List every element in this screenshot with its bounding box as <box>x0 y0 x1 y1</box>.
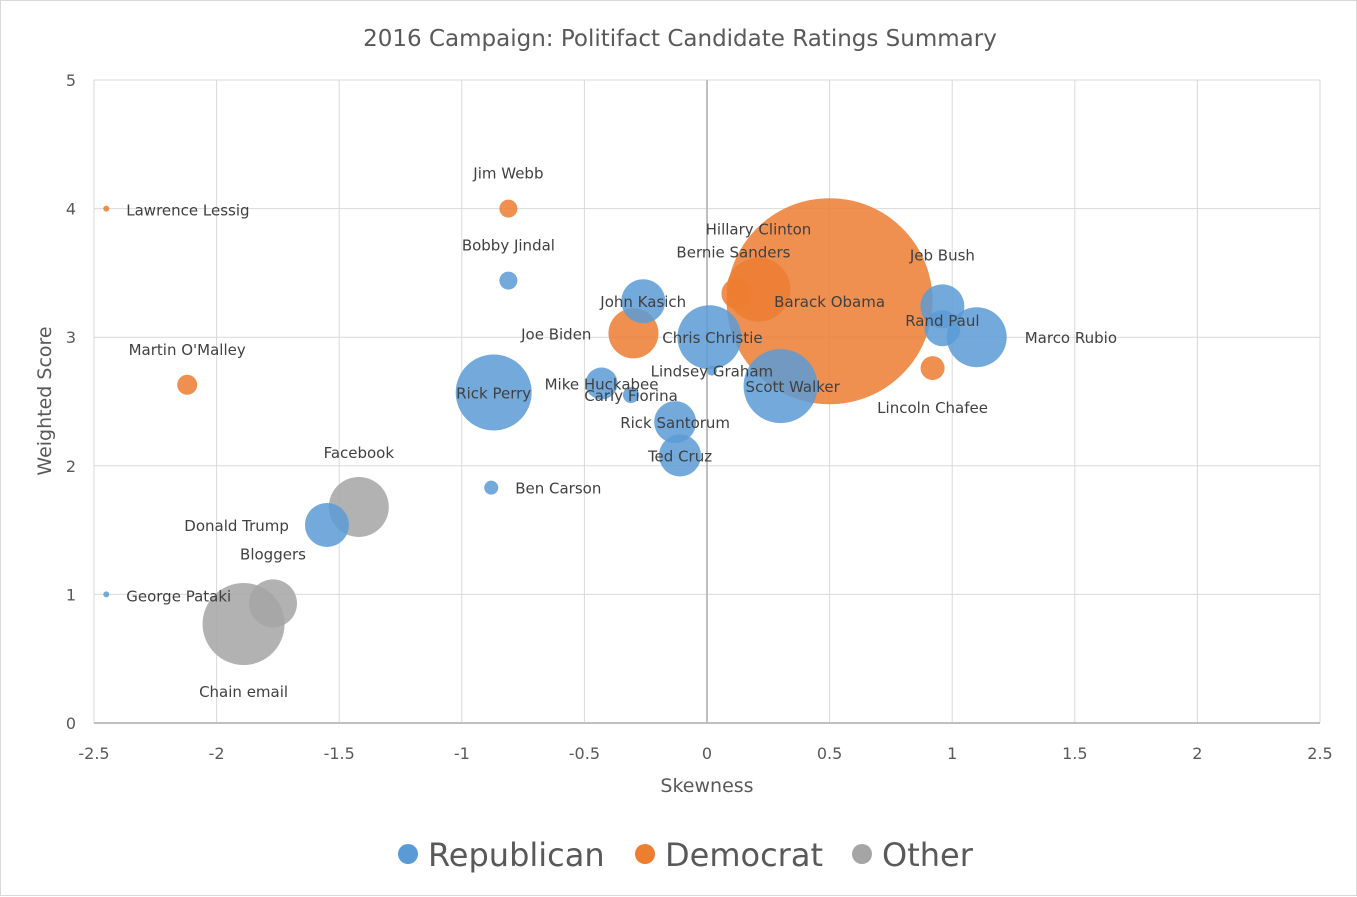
legend-marker <box>635 844 655 864</box>
bubble-point <box>659 434 702 477</box>
y-tick-label: 4 <box>66 200 76 219</box>
x-tick-label: 0.5 <box>817 744 842 763</box>
bubble-point <box>721 278 752 309</box>
point-label: Scott Walker <box>746 378 841 396</box>
point-label: Lincoln Chafee <box>877 399 988 417</box>
point-label: George Pataki <box>126 587 231 605</box>
point-label: Rick Perry <box>456 384 531 402</box>
bubble-point <box>677 305 742 370</box>
bubble-point <box>248 579 297 628</box>
x-tick-label: 1 <box>947 744 957 763</box>
bubble-point <box>585 367 618 400</box>
point-label: Bobby Jindal <box>462 237 555 255</box>
bubbles <box>103 198 1007 665</box>
y-axis-label: Weighted Score <box>34 326 56 475</box>
point-label: Rand Paul <box>905 312 979 330</box>
x-axis-label: Skewness <box>660 775 753 797</box>
x-tick-label: -1 <box>454 744 470 763</box>
y-tick-label: 2 <box>66 457 76 476</box>
point-label: Barack Obama <box>774 293 885 311</box>
legend-entry: Democrat <box>665 836 823 874</box>
point-label: Chris Christie <box>662 329 762 347</box>
point-label: Marco Rubio <box>1025 329 1117 347</box>
x-tick-label: 1.5 <box>1062 744 1087 763</box>
point-label: Facebook <box>324 444 395 462</box>
bubble-point <box>499 199 518 218</box>
x-tick-label: -2 <box>209 744 225 763</box>
y-tick-label: 3 <box>66 328 76 347</box>
legend-marker <box>398 844 418 864</box>
bubble-point <box>622 387 639 404</box>
bubble-point <box>654 401 697 444</box>
point-label: Bloggers <box>240 545 306 563</box>
point-label: Jim Webb <box>472 165 543 183</box>
bubble-point <box>103 205 110 212</box>
legend-entry: Other <box>882 836 974 874</box>
bubble-point <box>621 279 666 324</box>
point-label: Ben Carson <box>515 480 601 498</box>
x-tick-label: 0 <box>702 744 712 763</box>
bubble-point <box>499 271 518 290</box>
x-tick-label: -0.5 <box>569 744 600 763</box>
bubble-point <box>455 354 532 431</box>
point-label: John Kasich <box>599 293 686 311</box>
bubble-point <box>924 310 961 347</box>
y-tick-label: 0 <box>66 714 76 733</box>
point-label: Jeb Bush <box>909 246 975 264</box>
point-label: Joe Biden <box>520 325 591 343</box>
point-label: Chain email <box>199 683 288 701</box>
axes: -2.5 -2 -1.5 -1 -0.5 0 0.5 1 1.5 2 2.5 0 1 2 3 4 5 <box>66 71 1333 763</box>
bubble-point <box>304 502 349 547</box>
bubble-point <box>706 365 717 376</box>
x-tick-label: 2.5 <box>1307 744 1332 763</box>
point-label: Martin O'Malley <box>129 341 246 359</box>
point-label: Hillary Clinton <box>706 221 812 239</box>
bubble-point <box>743 349 818 424</box>
chart-title: 2016 Campaign: Politifact Candidate Rati… <box>363 26 997 52</box>
legend-entry: Republican <box>428 836 605 874</box>
bubble-point <box>103 591 110 598</box>
bubble-point <box>484 480 499 495</box>
point-label: Donald Trump <box>184 517 289 535</box>
point-label: Bernie Sanders <box>676 243 790 261</box>
point-label: Lindsey Graham <box>651 363 774 381</box>
legend-marker <box>852 844 872 864</box>
x-tick-label: -2.5 <box>78 744 109 763</box>
point-labels: Bobby Jindal John Kasich Chris Christie Jeb… <box>126 165 1117 701</box>
x-tick-label: 2 <box>1192 744 1202 763</box>
bubble-point <box>177 374 198 395</box>
bubble-point <box>946 307 1007 368</box>
y-tick-label: 1 <box>66 585 76 604</box>
point-label: Ted Cruz <box>647 448 712 466</box>
bubble-point <box>920 356 945 381</box>
point-label: Lawrence Lessig <box>126 202 249 220</box>
y-tick-label: 5 <box>66 71 76 90</box>
legend: Republican Democrat Other <box>398 836 974 874</box>
point-label: Mike Huckabee <box>545 375 659 393</box>
point-label: Rick Santorum <box>620 414 730 432</box>
point-label: Carly Fiorina <box>584 387 678 405</box>
x-tick-label: -1.5 <box>324 744 355 763</box>
